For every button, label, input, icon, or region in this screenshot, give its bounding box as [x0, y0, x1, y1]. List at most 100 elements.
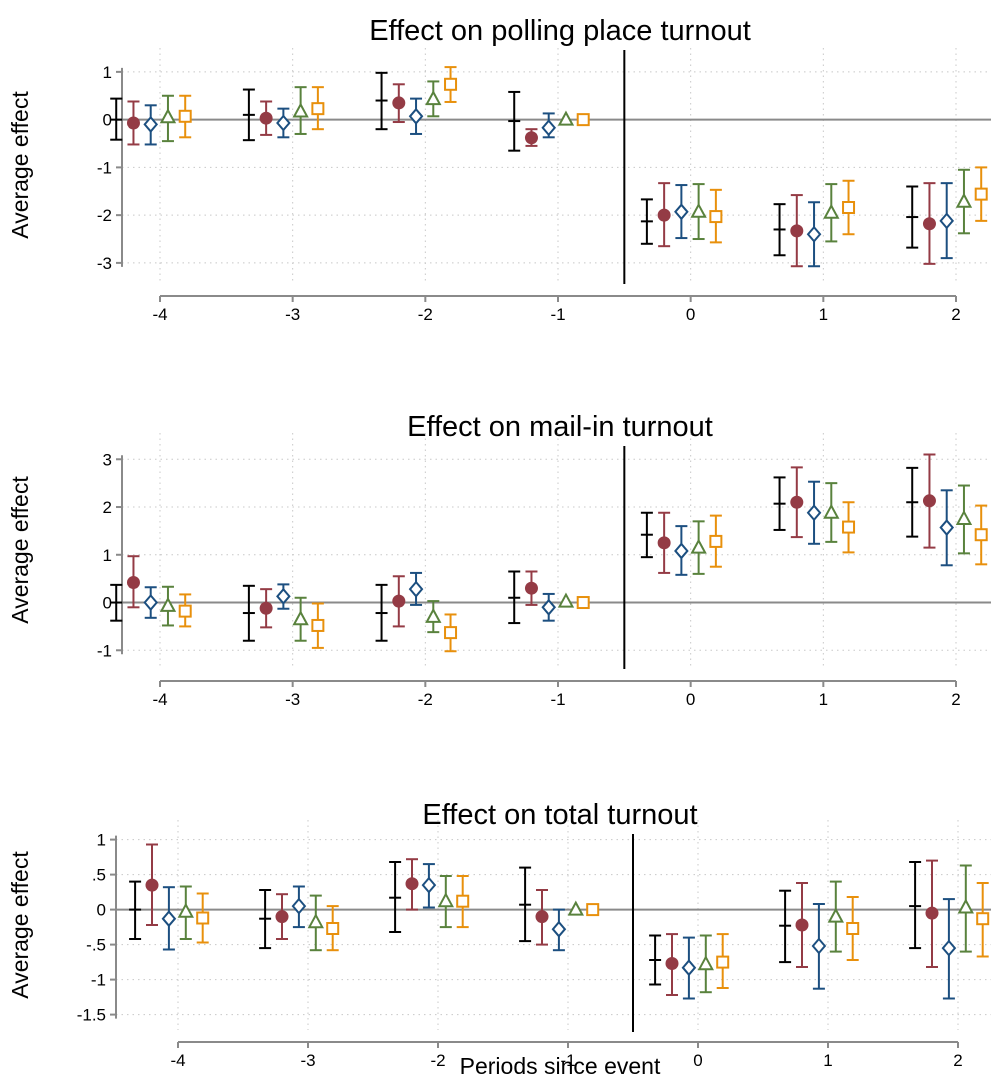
point-estimate [842, 520, 856, 534]
y-axis-label: Average effect [7, 476, 33, 624]
point-estimate [178, 109, 192, 123]
y-tick-label: 0 [97, 901, 106, 920]
y-tick-label: 3 [103, 450, 112, 469]
point-estimate [567, 900, 584, 916]
point-estimate [535, 910, 549, 924]
point-estimate [922, 494, 936, 508]
point-estimate [541, 598, 557, 616]
point-estimate [161, 910, 177, 928]
y-tick-label: -3 [97, 254, 112, 273]
y-tick-label: 1 [103, 546, 112, 565]
point-estimate [557, 592, 575, 608]
point-estimate [716, 955, 730, 969]
point-estimate [541, 119, 557, 137]
point-estimate [690, 538, 707, 554]
point-estimate [665, 957, 679, 970]
x-tick-label: 1 [819, 690, 828, 709]
x-tick-label: -1 [550, 305, 565, 324]
point-estimate [939, 519, 955, 537]
point-estimate [955, 192, 973, 208]
point-estimate [846, 922, 860, 935]
x-tick-label: 0 [693, 1051, 702, 1070]
point-estimate [842, 201, 856, 215]
point-estimate [690, 202, 707, 218]
point-estimate [551, 920, 567, 938]
point-estimate [976, 912, 990, 926]
point-estimate [392, 594, 406, 608]
point-estimate [444, 77, 458, 91]
point-estimate [392, 96, 406, 110]
point-estimate [307, 913, 324, 929]
x-tick-label: -1 [550, 690, 565, 709]
point-estimate [196, 911, 210, 925]
x-tick-label: 2 [951, 305, 960, 324]
x-tick-label: -3 [285, 690, 300, 709]
point-estimate [681, 959, 697, 977]
point-estimate [425, 607, 442, 623]
point-estimate [806, 225, 822, 243]
y-tick-label: -2 [97, 206, 112, 225]
point-estimate [177, 902, 194, 918]
point-estimate [941, 939, 957, 957]
point-estimate [790, 495, 804, 509]
y-tick-label: -1 [97, 641, 112, 660]
point-estimate [922, 217, 936, 231]
panel-3: Effect on total turnout 1 .5 0 -.5 -1 -1.5 Aver… [7, 799, 991, 1070]
point-estimate [145, 878, 159, 892]
chart-title: Effect on total turnout [422, 799, 697, 831]
x-tick-label: -3 [300, 1051, 315, 1070]
x-tick-label: -2 [430, 1051, 445, 1070]
point-estimate [143, 115, 159, 133]
point-estimate [524, 581, 538, 595]
point-estimate [437, 892, 454, 908]
x-tick-label: 0 [686, 690, 695, 709]
point-estimate [408, 107, 424, 125]
point-estimate [444, 626, 458, 640]
point-estimate [955, 509, 973, 525]
x-tick-label: -3 [285, 305, 300, 324]
x-tick-label: 2 [951, 690, 960, 709]
point-estimate [408, 580, 424, 598]
chart-title: Effect on polling place turnout [369, 15, 751, 47]
point-estimate [126, 575, 140, 589]
point-estimate [674, 542, 689, 560]
x-tick-label: -1 [560, 1051, 575, 1070]
point-estimate [178, 604, 192, 618]
y-tick-label: 2 [103, 498, 112, 517]
point-estimate [456, 894, 470, 908]
x-tick-label: 1 [819, 305, 828, 324]
panel-2: Effect on mail-in turnout 3 2 1 0 -1 Average e… [7, 411, 991, 709]
y-tick-label: -1 [97, 158, 112, 177]
y-tick-label: 0 [103, 594, 112, 613]
point-estimate [126, 116, 140, 130]
x-tick-label: -2 [418, 305, 433, 324]
x-axis-label: Periods since event [460, 1053, 661, 1079]
point-estimate [974, 528, 988, 542]
point-estimate [925, 906, 939, 920]
point-estimate [311, 102, 325, 116]
point-estimate [259, 601, 273, 615]
point-estimate [823, 203, 840, 219]
panel-1: Effect on polling place turnout 1 0 -1 -2 -3 A… [7, 15, 991, 324]
point-estimate [697, 955, 714, 971]
point-estimate [586, 903, 600, 917]
y-tick-label: 1 [97, 831, 106, 850]
point-estimate [709, 210, 723, 224]
x-tick-label: -4 [152, 305, 167, 324]
point-estimate [276, 587, 291, 605]
point-estimate [557, 110, 575, 126]
point-estimate [292, 102, 309, 118]
point-estimate [405, 877, 419, 891]
point-estimate [795, 918, 809, 932]
y-tick-label: .5 [92, 866, 106, 885]
y-tick-label: 0 [103, 111, 112, 130]
point-estimate [827, 907, 844, 923]
point-estimate [806, 504, 822, 522]
point-estimate [326, 922, 340, 935]
point-estimate [292, 610, 309, 626]
point-estimate [421, 876, 437, 894]
point-estimate [811, 937, 827, 955]
point-estimate [823, 503, 840, 519]
point-estimate [974, 187, 988, 201]
